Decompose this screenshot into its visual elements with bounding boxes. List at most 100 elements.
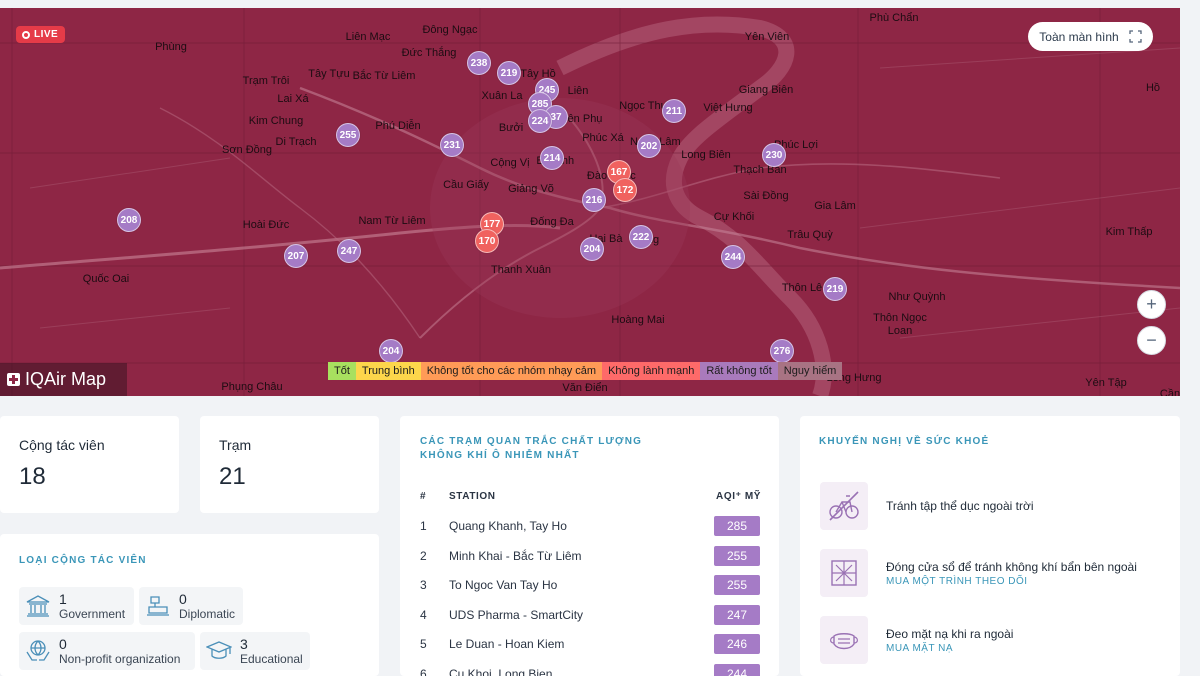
- row-station[interactable]: Le Duan - Hoan Kiem: [449, 637, 565, 651]
- live-badge: LIVE: [16, 26, 66, 43]
- health-title: KHUYẾN NGHỊ VỀ SỨC KHOẺ: [819, 436, 990, 447]
- aqi-station-marker[interactable]: 255: [336, 123, 360, 147]
- place-label: Gia Lâm: [814, 200, 856, 212]
- table-row[interactable]: 5 Le Duan - Hoan Kiem 246: [420, 633, 760, 655]
- health-recommendations-card: KHUYẾN NGHỊ VỀ SỨC KHOẺ Tránh tập thể dụ…: [800, 416, 1180, 676]
- type-label: Government: [59, 606, 126, 621]
- row-aqi-badge: 244: [714, 663, 760, 676]
- place-label: ên Phụ: [567, 113, 603, 125]
- legend-item: Không tốt cho các nhóm nhạy cảm: [420, 362, 603, 380]
- row-index: 1: [420, 519, 427, 533]
- place-label: Như Quỳnh: [888, 291, 946, 303]
- aqi-station-marker[interactable]: 207: [284, 244, 308, 268]
- fullscreen-label: Toàn màn hình: [1039, 29, 1119, 44]
- fullscreen-icon: [1129, 30, 1142, 43]
- place-label: Sài Đồng: [743, 190, 789, 202]
- place-label: Văn Điển: [562, 382, 608, 394]
- aqi-station-marker[interactable]: 202: [637, 134, 661, 158]
- table-row[interactable]: 1 Quang Khanh, Tay Ho 285: [420, 515, 760, 537]
- type-label: Non-profit organization: [59, 651, 181, 666]
- aqi-station-marker[interactable]: 172: [613, 178, 637, 202]
- aqi-station-marker[interactable]: 231: [440, 133, 464, 157]
- row-aqi-badge: 255: [714, 575, 760, 595]
- aqi-station-marker[interactable]: 244: [721, 245, 745, 269]
- table-row[interactable]: 4 UDS Pharma - SmartCity 247: [420, 604, 760, 626]
- aqi-station-marker[interactable]: 208: [117, 208, 141, 232]
- row-station[interactable]: Minh Khai - Bắc Từ Liêm: [449, 548, 582, 563]
- place-label: Hoài Đức: [242, 219, 290, 231]
- table-row[interactable]: 6 Cu Khoi, Long Bien 244: [420, 663, 760, 676]
- place-label: Yên Tập: [1085, 377, 1127, 389]
- row-index: 4: [420, 607, 427, 622]
- contributors-label: Cộng tác viên: [19, 437, 105, 453]
- place-label: Sơn Đồng: [221, 144, 273, 156]
- row-aqi-badge: 246: [714, 634, 760, 654]
- face-mask-icon: [830, 633, 858, 650]
- place-label: Phú Diễn: [375, 120, 421, 132]
- type-diplomatic: 0 Diplomatic: [139, 587, 243, 625]
- aqi-station-marker[interactable]: 238: [467, 51, 491, 75]
- place-label: Nam Từ Liêm: [358, 215, 426, 227]
- legend-item: Trung bình: [355, 362, 421, 380]
- live-dot-icon: [22, 30, 30, 39]
- type-non-profit: 0 Non-profit organization: [19, 632, 195, 670]
- advice-item: Đeo mặt nạ khi ra ngoài MUA MẶT NẠ: [820, 615, 1170, 665]
- col-index-header: #: [420, 491, 427, 502]
- row-station[interactable]: To Ngoc Van Tay Ho: [449, 578, 558, 592]
- row-aqi-badge: 247: [714, 604, 760, 625]
- stations-card: Trạm 21: [200, 416, 379, 513]
- place-label: Cự Khối: [713, 211, 755, 223]
- row-station[interactable]: Cu Khoi, Long Bien: [449, 666, 553, 676]
- type-count: 0: [59, 635, 67, 652]
- type-educational: 3 Educational: [200, 632, 310, 670]
- aqi-station-marker[interactable]: 219: [497, 61, 521, 85]
- aqi-station-marker[interactable]: 222: [629, 225, 653, 249]
- contributors-card: Cộng tác viên 18: [0, 416, 179, 513]
- col-station-header: STATION: [449, 491, 496, 502]
- fullscreen-button[interactable]: Toàn màn hình: [1028, 22, 1153, 51]
- place-label: Việt Hưng: [703, 102, 753, 114]
- brand-label: IQAir Map: [25, 369, 107, 389]
- zoom-in-button[interactable]: +: [1137, 290, 1166, 319]
- aqi-station-marker[interactable]: 204: [379, 339, 403, 363]
- place-label: Phụng Châu: [221, 381, 283, 393]
- aqi-station-marker[interactable]: 230: [762, 143, 786, 167]
- place-label: Phúc Xá: [582, 132, 624, 144]
- row-station[interactable]: UDS Pharma - SmartCity: [449, 607, 584, 622]
- row-station[interactable]: Quang Khanh, Tay Ho: [449, 519, 567, 533]
- place-label: Kim Chung: [248, 115, 304, 127]
- type-count: 3: [240, 635, 248, 652]
- aqi-station-marker[interactable]: 224: [528, 109, 552, 133]
- aqi-station-marker[interactable]: 219: [823, 277, 847, 301]
- aqi-station-marker[interactable]: 247: [337, 239, 361, 263]
- type-label: Diplomatic: [179, 606, 236, 621]
- place-label: Xuân La: [481, 90, 523, 102]
- place-label: Cần: [1159, 388, 1180, 396]
- row-index: 6: [420, 666, 427, 676]
- aqi-station-marker[interactable]: 214: [540, 146, 564, 170]
- closed-window-icon: [831, 560, 857, 586]
- air-quality-map[interactable]: Đông Ngạc Liên Mạc Phùng Đức Thắng Tây Tựu Bắ…: [0, 8, 1180, 396]
- table-row[interactable]: 3 To Ngoc Van Tay Ho 255: [420, 574, 760, 596]
- buy-mask-link[interactable]: MUA MẶT NẠ: [886, 643, 954, 654]
- contributors-value: 18: [19, 463, 46, 490]
- aqi-station-marker[interactable]: 216: [582, 188, 606, 212]
- legend-item: Rất không tốt: [700, 362, 778, 380]
- buy-monitor-link[interactable]: MUA MỘT TRÌNH THEO DÕI: [886, 576, 1028, 587]
- table-row[interactable]: 2 Minh Khai - Bắc Từ Liêm 255: [420, 545, 760, 567]
- place-label: Đức Thắng: [401, 47, 457, 59]
- aqi-station-marker[interactable]: 211: [662, 99, 686, 123]
- place-label: Trạm Trôi: [242, 75, 290, 87]
- aqi-station-marker[interactable]: 170: [475, 229, 499, 253]
- iqair-logo-icon: [7, 373, 20, 386]
- legend-item: Tốt: [328, 362, 356, 380]
- row-aqi-badge: 255: [714, 545, 760, 566]
- place-label: Quốc Oai: [82, 273, 130, 285]
- iqair-brand[interactable]: IQAir Map: [0, 363, 127, 396]
- aqi-station-marker[interactable]: 204: [580, 237, 604, 261]
- zoom-out-button[interactable]: −: [1137, 326, 1166, 355]
- place-label: Yên Viên: [744, 31, 790, 43]
- place-label: Di Trạch: [275, 136, 317, 148]
- aqi-station-marker[interactable]: 276: [770, 339, 794, 363]
- place-label: Phùng: [155, 41, 187, 53]
